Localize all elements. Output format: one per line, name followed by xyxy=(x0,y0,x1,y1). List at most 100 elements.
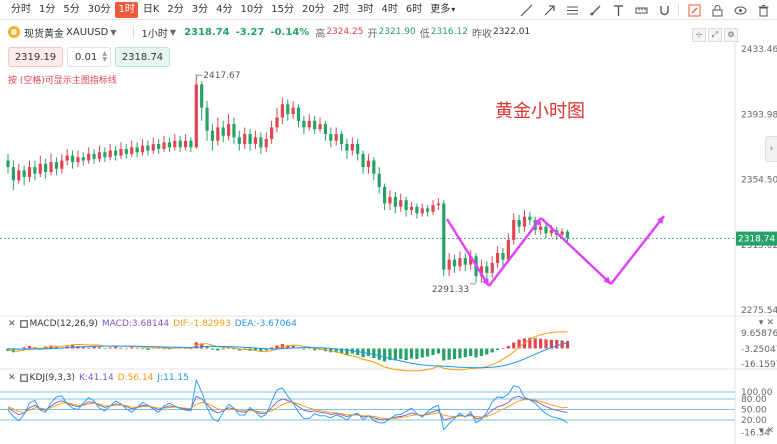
candle-body xyxy=(560,231,564,235)
macd-bar xyxy=(495,348,500,350)
candle-body xyxy=(205,107,209,131)
ruler-icon[interactable] xyxy=(633,2,649,18)
macd-tick-0: 9.65876 xyxy=(741,329,777,339)
candle-body xyxy=(334,134,338,141)
eye-icon[interactable] xyxy=(732,2,748,18)
macd-bar xyxy=(383,348,387,362)
collapse-x-icon[interactable]: ✕ xyxy=(8,319,16,329)
timeframe-7[interactable]: 3分 xyxy=(191,3,209,15)
timeframe-14[interactable]: 4时 xyxy=(381,3,398,15)
price-chart[interactable]: 2433.46 2393.98 2354.50 2315.02 2275.54 2318.… xyxy=(0,42,777,444)
timeframe-15[interactable]: 6时 xyxy=(405,3,423,15)
timeframe-8[interactable]: 4分 xyxy=(216,3,233,15)
candle-body xyxy=(54,162,59,169)
gold-coin-icon xyxy=(8,26,20,38)
edit-icon[interactable] xyxy=(686,2,702,18)
macd-bar xyxy=(345,348,349,355)
pane-collapse-icon[interactable]: ▾ xyxy=(758,426,764,436)
timeframe-4[interactable]: 1时 xyxy=(115,1,138,18)
macd-bar xyxy=(216,348,220,351)
timeframe-3[interactable]: 30分 xyxy=(87,3,111,15)
candle-body xyxy=(528,216,532,220)
kdj-legend: ✕ □ KDJ(9,3,3) K:41.14 D:56.14 J:11.15 xyxy=(8,372,193,384)
timeframe-0[interactable]: 分时 xyxy=(11,3,31,15)
prev-close-value: 2322.01 xyxy=(492,27,531,37)
candle-body xyxy=(313,120,317,130)
macd-bar xyxy=(27,346,32,349)
annotation-arrow-up-2 xyxy=(610,215,665,285)
macd-bar xyxy=(124,348,128,350)
timeframe-5[interactable]: 日K xyxy=(142,3,160,15)
macd-bar xyxy=(87,347,91,349)
quantity-stepper[interactable]: 0.01 ▲ ▼ xyxy=(67,47,111,67)
candle-body xyxy=(506,239,510,260)
candle-body xyxy=(194,84,198,148)
symbol-timeframe[interactable]: 1小时 xyxy=(141,28,168,40)
symbol-bar: 现货黄金 XAUUSD ▼ 1小时 ▼ 2318.74 -3.27 -0.14%… xyxy=(0,22,534,42)
price-tick-1: 2393.98 xyxy=(741,110,777,120)
chevron-down-icon[interactable]: ▼ xyxy=(110,27,117,37)
candle-body xyxy=(226,124,231,136)
pane-close-icon[interactable]: ✕ xyxy=(766,318,774,328)
lock-icon[interactable] xyxy=(709,2,725,18)
macd-bar xyxy=(270,347,274,349)
timeframe-6[interactable]: 2分 xyxy=(167,3,184,15)
trend-line-icon[interactable] xyxy=(518,2,534,18)
arrow-icon[interactable] xyxy=(541,2,557,18)
timeframe-11[interactable]: 20分 xyxy=(302,3,325,15)
fib-icon[interactable] xyxy=(564,2,580,18)
candle-body xyxy=(243,134,247,144)
brush-icon[interactable] xyxy=(587,2,603,18)
k-line xyxy=(7,395,568,421)
candle-body xyxy=(183,140,188,148)
candle-body xyxy=(135,147,139,153)
timeframe-chevron-icon[interactable]: ▼ xyxy=(169,27,177,37)
macd-bar xyxy=(167,348,171,350)
timeframe-16[interactable]: 更多 xyxy=(427,2,458,18)
indicator-settings-icon[interactable]: □ xyxy=(19,320,28,328)
fit-icon[interactable]: ⤢ xyxy=(708,28,722,42)
candle-body xyxy=(200,84,204,108)
candle-body xyxy=(280,104,284,118)
candle-body xyxy=(119,148,123,156)
magnet-icon[interactable] xyxy=(656,2,672,18)
settings-icon[interactable]: ⚙ xyxy=(724,28,738,42)
buy-price-button[interactable]: 2318.74 xyxy=(115,47,170,67)
macd-bar xyxy=(334,348,338,352)
crosshair-icon[interactable]: ⊹ xyxy=(692,28,706,42)
pane-close-icon[interactable]: ✕ xyxy=(766,426,774,436)
candle-body xyxy=(350,143,354,151)
indicator-settings-icon[interactable]: □ xyxy=(19,374,28,382)
timeframe-1[interactable]: 1分 xyxy=(39,3,56,15)
trash-icon[interactable] xyxy=(755,2,771,18)
pane-collapse-icon[interactable]: ▾ xyxy=(758,318,764,328)
timeframe-2[interactable]: 5分 xyxy=(63,3,80,15)
candle-body xyxy=(447,259,451,270)
candle-body xyxy=(377,173,381,187)
timeframe-13[interactable]: 3时 xyxy=(357,3,374,15)
kdj-tick-3: 20.00 xyxy=(741,416,767,426)
macd-bar xyxy=(259,348,263,352)
candle-body xyxy=(162,142,166,149)
macd-bar xyxy=(135,347,139,349)
macd-bar xyxy=(329,348,333,353)
timeframe-10[interactable]: 15分 xyxy=(271,3,295,15)
sell-price-button[interactable]: 2319.19 xyxy=(8,47,63,67)
timeframe-12[interactable]: 2时 xyxy=(332,3,350,15)
macd-bar xyxy=(97,347,102,349)
symbol-name[interactable]: 现货黄金 xyxy=(24,28,64,40)
expand-panel-icon[interactable]: › xyxy=(765,136,777,162)
text-icon[interactable] xyxy=(610,2,626,18)
collapse-x-icon[interactable]: ✕ xyxy=(8,373,16,383)
macd-bar xyxy=(399,348,403,359)
macd-bar xyxy=(409,348,414,359)
annotation-arrow-down-1-head xyxy=(482,278,489,286)
timeframe-9[interactable]: 10分 xyxy=(240,3,264,15)
symbol-code[interactable]: XAUUSD xyxy=(66,26,109,38)
candle-body xyxy=(512,219,516,240)
macd-legend: ✕ □ MACD(12,26,9) MACD:3.68144 DIF:-1.82… xyxy=(8,318,301,330)
candle-body xyxy=(124,148,128,154)
candle-body xyxy=(157,143,161,149)
candle-body xyxy=(189,140,193,148)
stepper-arrows-icon[interactable]: ▲ ▼ xyxy=(102,50,107,63)
